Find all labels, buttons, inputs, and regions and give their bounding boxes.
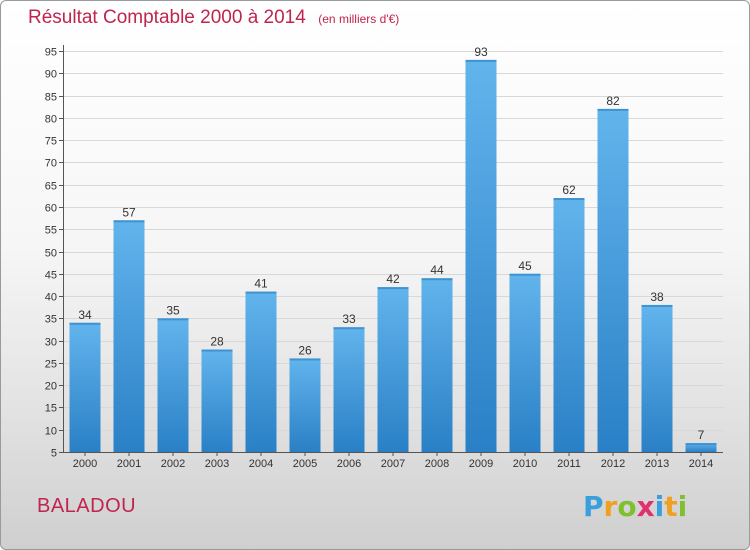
value-label-2010: 45 [518, 259, 532, 273]
y-tick-label: 95 [45, 47, 57, 59]
value-label-2004: 41 [254, 277, 268, 291]
value-label-2001: 57 [122, 205, 136, 219]
proxiti-logo: Proxiti [583, 490, 687, 523]
y-tick-label: 55 [45, 225, 57, 237]
bar-cap-2014 [685, 443, 717, 446]
bar-cap-2008 [421, 278, 453, 281]
y-tick-label: 80 [45, 114, 57, 126]
x-tick-label: 2007 [381, 458, 405, 470]
logo-letter: P [583, 490, 604, 523]
y-tick-label: 30 [45, 337, 57, 349]
bar-cap-2001 [113, 220, 145, 223]
bar-2000 [69, 322, 101, 452]
bar-cap-2006 [333, 327, 365, 330]
bar-cap-2003 [201, 349, 233, 352]
value-label-2012: 82 [606, 94, 620, 108]
value-label-2006: 33 [342, 312, 356, 326]
y-tick-label: 5 [51, 448, 57, 460]
y-tick-label: 70 [45, 158, 57, 170]
x-tick-label: 2003 [205, 458, 229, 470]
bar-2006 [333, 327, 365, 452]
value-label-2008: 44 [430, 263, 444, 277]
bar-cap-2002 [157, 318, 189, 321]
y-tick-label: 60 [45, 203, 57, 215]
logo-letter: x [636, 490, 655, 523]
x-tick-label: 2008 [425, 458, 449, 470]
chart-title: Résultat Comptable 2000 à 2014 [28, 7, 306, 28]
value-label-2000: 34 [78, 308, 92, 322]
chart-title-block: Résultat Comptable 2000 à 2014 (en milli… [28, 7, 399, 29]
y-tick-label: 25 [45, 359, 57, 371]
x-tick-label: 2014 [689, 458, 713, 470]
logo-letter: t [664, 490, 678, 523]
logo-letter: i [677, 490, 688, 523]
y-tick-label: 90 [45, 69, 57, 81]
bar-2003 [201, 349, 233, 452]
bar-cap-2012 [597, 108, 629, 111]
bar-cap-2007 [377, 287, 409, 290]
y-tick-label: 15 [45, 403, 57, 415]
x-tick-label: 2011 [557, 458, 581, 470]
bar-2014 [685, 443, 717, 452]
y-tick-label: 45 [45, 270, 57, 282]
y-tick-label: 40 [45, 292, 57, 304]
x-tick-label: 2005 [293, 458, 317, 470]
logo-letter: o [617, 490, 637, 523]
bar-2010 [509, 273, 541, 452]
bar-2009 [465, 59, 497, 453]
value-label-2013: 38 [650, 290, 664, 304]
bar-2001 [113, 220, 145, 452]
bar-2005 [289, 358, 321, 452]
logo-letter: i [654, 490, 665, 523]
value-label-2002: 35 [166, 303, 180, 317]
bar-2012 [597, 108, 629, 452]
value-label-2007: 42 [386, 272, 400, 286]
bar-2002 [157, 318, 189, 452]
value-label-2009: 93 [474, 45, 488, 59]
x-tick-label: 2012 [601, 458, 625, 470]
chart-subtitle: (en milliers d'€) [318, 12, 400, 26]
commune-name: BALADOU [37, 495, 137, 517]
bar-2008 [421, 278, 453, 452]
x-tick-label: 2009 [469, 458, 493, 470]
bar-cap-2004 [245, 291, 277, 294]
bar-cap-2013 [641, 304, 673, 307]
bar-cap-2000 [69, 322, 101, 325]
bar-2007 [377, 287, 409, 452]
value-label-2005: 26 [298, 343, 312, 357]
y-tick-label: 50 [45, 248, 57, 260]
x-tick-label: 2002 [161, 458, 185, 470]
bar-cap-2005 [289, 358, 321, 361]
x-tick-label: 2000 [73, 458, 97, 470]
y-tick-label: 65 [45, 181, 57, 193]
y-tick-label: 75 [45, 136, 57, 148]
y-tick-label: 20 [45, 381, 57, 393]
y-tick-label: 35 [45, 314, 57, 326]
value-label-2014: 7 [698, 428, 705, 442]
x-tick-label: 2010 [513, 458, 537, 470]
logo-letter: r [603, 490, 618, 523]
bar-cap-2011 [553, 198, 585, 201]
bar-2013 [641, 304, 673, 452]
value-label-2011: 62 [562, 183, 576, 197]
x-tick-label: 2001 [117, 458, 141, 470]
y-tick-label: 10 [45, 426, 57, 438]
x-tick-label: 2006 [337, 458, 361, 470]
y-tick-label: 85 [45, 92, 57, 104]
bar-2011 [553, 198, 585, 452]
bar-2004 [245, 291, 277, 452]
x-tick-label: 2004 [249, 458, 273, 470]
bar-cap-2010 [509, 273, 541, 276]
bar-cap-2009 [465, 59, 497, 62]
x-tick-label: 2013 [645, 458, 669, 470]
value-label-2003: 28 [210, 335, 224, 349]
